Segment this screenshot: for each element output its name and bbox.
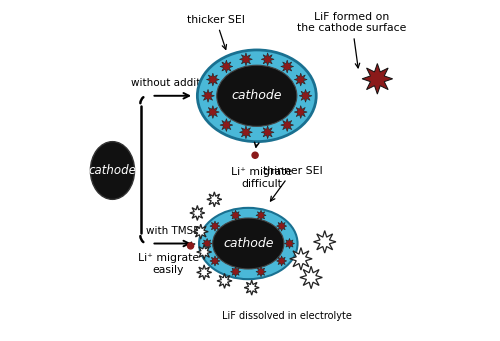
- Polygon shape: [256, 267, 266, 277]
- Polygon shape: [299, 89, 312, 102]
- Polygon shape: [230, 210, 240, 220]
- Polygon shape: [207, 192, 222, 207]
- Polygon shape: [256, 210, 266, 220]
- Text: cathode: cathode: [88, 164, 136, 177]
- Polygon shape: [202, 89, 214, 102]
- Text: without additive: without additive: [131, 78, 216, 88]
- Circle shape: [252, 152, 258, 158]
- Polygon shape: [290, 248, 312, 270]
- Polygon shape: [220, 119, 233, 132]
- Polygon shape: [261, 53, 274, 66]
- Polygon shape: [314, 231, 336, 253]
- Polygon shape: [280, 60, 293, 73]
- Ellipse shape: [199, 208, 298, 279]
- Polygon shape: [240, 53, 252, 66]
- Polygon shape: [276, 256, 286, 266]
- Polygon shape: [210, 221, 220, 231]
- Text: LiF dissolved in electrolyte: LiF dissolved in electrolyte: [222, 311, 352, 322]
- Text: Li⁺ migrate
difficult: Li⁺ migrate difficult: [232, 167, 292, 189]
- Polygon shape: [217, 273, 232, 288]
- Polygon shape: [220, 60, 233, 73]
- Ellipse shape: [216, 65, 297, 127]
- Polygon shape: [190, 206, 205, 220]
- Ellipse shape: [198, 50, 316, 142]
- Polygon shape: [194, 224, 208, 239]
- Polygon shape: [284, 238, 294, 249]
- Polygon shape: [206, 106, 220, 118]
- Polygon shape: [240, 126, 252, 139]
- Polygon shape: [202, 238, 212, 249]
- Polygon shape: [210, 256, 220, 266]
- Text: thinner SEI: thinner SEI: [262, 166, 322, 201]
- Text: cathode: cathode: [223, 237, 274, 250]
- Ellipse shape: [90, 142, 134, 199]
- Text: LiF formed on
the cathode surface: LiF formed on the cathode surface: [297, 12, 406, 68]
- Text: Li⁺ migrate
easily: Li⁺ migrate easily: [138, 253, 199, 275]
- Polygon shape: [294, 106, 307, 118]
- Text: thicker SEI: thicker SEI: [187, 15, 245, 49]
- Polygon shape: [244, 280, 259, 295]
- Polygon shape: [280, 119, 293, 132]
- Polygon shape: [206, 73, 220, 86]
- Polygon shape: [294, 73, 307, 86]
- Text: with TMSB: with TMSB: [146, 226, 201, 236]
- Ellipse shape: [212, 218, 284, 269]
- Polygon shape: [276, 221, 286, 231]
- Polygon shape: [196, 244, 212, 260]
- Polygon shape: [261, 126, 274, 139]
- Circle shape: [188, 243, 194, 249]
- Polygon shape: [230, 267, 240, 277]
- Polygon shape: [300, 266, 322, 289]
- Polygon shape: [362, 63, 392, 94]
- Polygon shape: [196, 265, 212, 280]
- Text: cathode: cathode: [232, 89, 282, 102]
